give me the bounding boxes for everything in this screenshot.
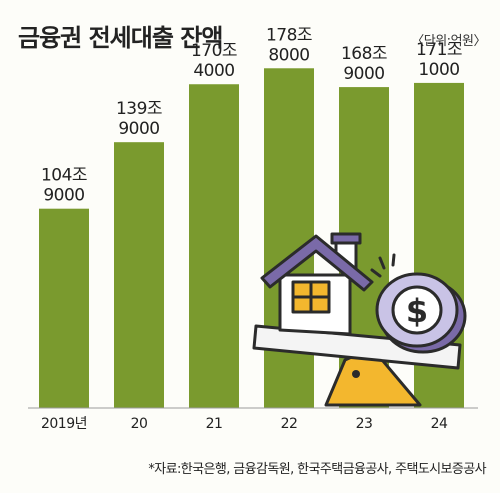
x-tick-label-3: 22 [281,416,298,432]
source-note: *자료:한국은행, 금융감독원, 한국주택금융공사, 주택도시보증공사 [148,462,486,477]
x-tick-label-0: 2019년 [41,416,87,432]
bar-3 [264,68,314,408]
house-coin-seesaw-illustration: $ [252,232,467,407]
sparkle-icon [370,253,396,278]
chart-title: 금융권 전세대출 잔액 [18,24,223,52]
value-label-1-1: 9000 [118,119,159,139]
value-label-2-0: 170조 [191,41,237,61]
value-label-5-1: 1000 [418,60,459,80]
value-label-4-0: 168조 [341,44,387,64]
house-roof [260,234,374,292]
value-label-2-1: 4000 [193,61,234,81]
x-tick-label-1: 20 [131,416,148,432]
coin-inner [391,285,443,335]
x-tick-label-4: 23 [356,416,373,432]
value-label-3-1: 8000 [268,45,309,65]
x-tick-labels-group: 2019년 20 21 22 23 24 [41,416,449,432]
value-label-0-1: 9000 [43,186,84,206]
value-label-0-0: 104조 [41,166,87,186]
value-label-1-0: 139조 [116,99,162,119]
bar-2 [189,84,239,409]
bar-0 [39,208,89,408]
seesaw-bolt-icon [352,370,360,378]
x-tick-label-2: 21 [206,416,223,432]
value-label-5-0: 171조 [416,40,462,60]
bar-1 [114,142,164,408]
unit-label: 〈단위:억원〉 [411,34,486,49]
dollar-icon: $ [406,292,428,330]
value-label-3-0: 178조 [266,25,312,45]
value-label-4-1: 9000 [343,64,384,84]
x-tick-label-5: 24 [431,416,448,432]
chimney-cap [330,232,362,245]
